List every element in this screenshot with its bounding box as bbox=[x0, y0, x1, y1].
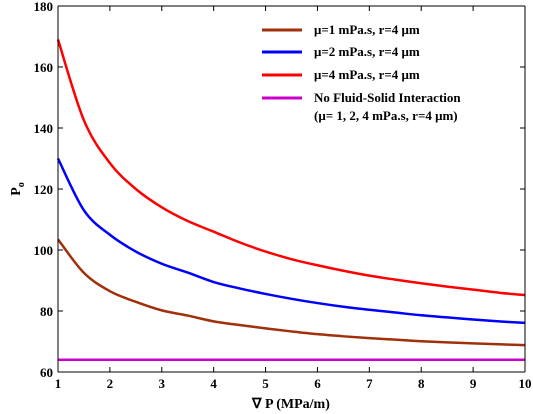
legend-label-series-4: No Fluid-Solid Interaction bbox=[314, 90, 461, 105]
series-line-3 bbox=[56, 39, 526, 297]
legend-label-series-1: μ=1 mPa.s, r=4 μm bbox=[314, 22, 420, 37]
x-tick-label: 3 bbox=[159, 376, 166, 391]
legend-label-series-3: μ=4 mPa.s, r=4 μm bbox=[314, 67, 420, 82]
y-tick-label: 60 bbox=[40, 365, 53, 380]
y-tick-label: 100 bbox=[34, 243, 54, 258]
x-tick-label: 2 bbox=[107, 376, 114, 391]
legend-label-series-4-line-2: (μ= 1, 2, 4 mPa.s, r=4 μm) bbox=[314, 108, 458, 123]
series-line-2 bbox=[56, 157, 526, 325]
x-tick-label: 10 bbox=[519, 376, 532, 391]
series-line-1 bbox=[57, 238, 526, 347]
y-tick-label: 80 bbox=[40, 304, 53, 319]
tick-layer: 1 2 3 4 5 6 7 8 9 10 60 80 100 120 140 160 180 bbox=[34, 0, 532, 391]
y-axis-title-main: P bbox=[9, 187, 24, 196]
y-axis-title-subscript: o bbox=[16, 182, 27, 187]
svg-text:Po: Po bbox=[9, 182, 27, 196]
series-layer bbox=[56, 39, 526, 362]
x-axis-title: ∇ P (MPa/m) bbox=[251, 397, 330, 412]
x-tick-label: 4 bbox=[210, 376, 217, 391]
y-tick-label: 160 bbox=[34, 60, 54, 75]
legend-box bbox=[250, 12, 518, 130]
x-tick-label: 1 bbox=[55, 376, 62, 391]
y-tick-label: 140 bbox=[34, 121, 54, 136]
y-axis-title: Po bbox=[9, 182, 27, 196]
x-tick-label: 9 bbox=[470, 376, 477, 391]
y-tick-label: 180 bbox=[34, 0, 54, 14]
legend-label-series-2: μ=2 mPa.s, r=4 μm bbox=[314, 44, 420, 59]
legend: μ=1 mPa.s, r=4 μm μ=2 mPa.s, r=4 μm μ=4 … bbox=[250, 12, 518, 130]
x-tick-label: 8 bbox=[418, 376, 425, 391]
y-tick-label: 120 bbox=[34, 182, 54, 197]
x-tick-label: 7 bbox=[366, 376, 373, 391]
x-tick-label: 6 bbox=[314, 376, 321, 391]
x-tick-label: 5 bbox=[262, 376, 269, 391]
